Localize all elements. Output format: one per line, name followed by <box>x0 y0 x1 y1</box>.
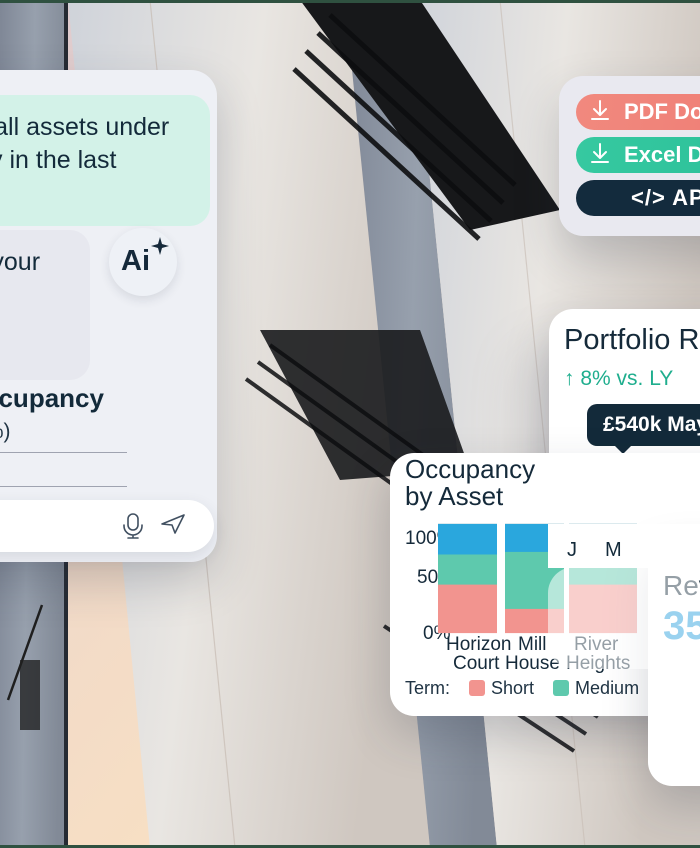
svg-text:Mill: Mill <box>518 634 547 655</box>
svg-text:J: J <box>567 539 577 561</box>
svg-text:Court: Court <box>453 653 500 674</box>
svg-text:Horizon: Horizon <box>446 634 511 655</box>
svg-text:M: M <box>605 539 622 561</box>
